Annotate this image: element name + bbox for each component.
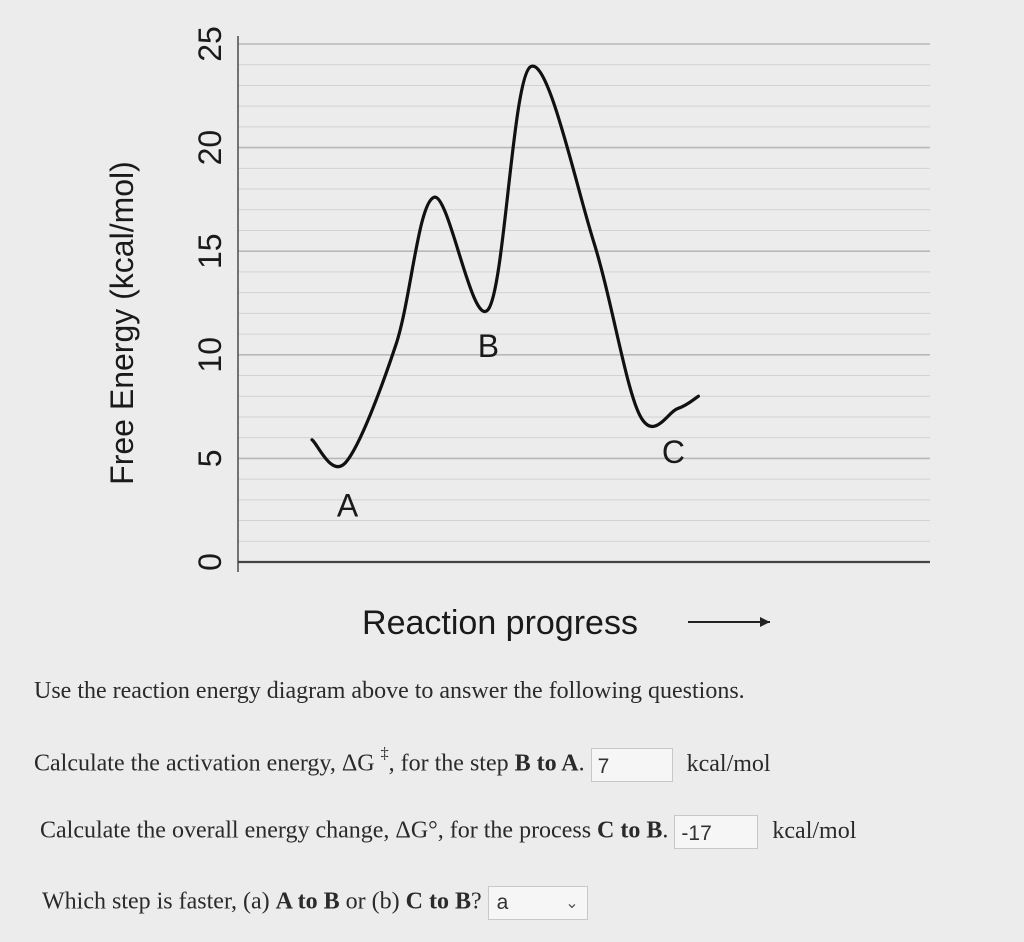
q3-or: or (b) bbox=[345, 888, 400, 915]
question-2: Calculate the overall energy change, ΔG°… bbox=[40, 815, 856, 849]
point-label-c: C bbox=[662, 434, 685, 470]
point-label-a: A bbox=[337, 488, 359, 524]
q1-dagger: ‡ bbox=[380, 744, 389, 762]
chevron-down-icon: ⌄ bbox=[565, 895, 579, 912]
y-tick-label: 25 bbox=[192, 26, 228, 62]
q1-mid: , for the step bbox=[388, 750, 509, 777]
q2-step: C to B bbox=[597, 817, 663, 844]
q2-suffix: . bbox=[662, 817, 669, 844]
question-3: Which step is faster, (a) A to B or (b) … bbox=[42, 886, 588, 920]
q1-step: B to A bbox=[514, 750, 579, 777]
y-tick-label: 5 bbox=[192, 450, 228, 468]
q1-suffix: . bbox=[578, 750, 585, 777]
y-tick-label: 10 bbox=[192, 337, 228, 373]
q1-answer-input[interactable]: 7 bbox=[590, 748, 673, 782]
energy-diagram-svg: 0 5 10 15 20 25 Free Energy (kcal/mol) Reaction… bbox=[104, 26, 930, 642]
y-tick-label: 20 bbox=[192, 130, 228, 166]
y-axis-label: Free Energy (kcal/mol) bbox=[104, 161, 140, 485]
q1-unit: kcal/mol bbox=[686, 750, 771, 777]
q3-selected-value: a bbox=[496, 891, 509, 914]
energy-curve bbox=[310, 64, 700, 469]
q3-answer-select[interactable]: a ⌄ bbox=[487, 886, 588, 920]
q2-answer-input[interactable]: -17 bbox=[674, 815, 759, 849]
q1-prefix: Calculate the activation energy, ΔG bbox=[34, 750, 375, 777]
q2-unit: kcal/mol bbox=[772, 817, 857, 844]
y-tick-label: 0 bbox=[192, 553, 228, 571]
q3-option-b: C to B bbox=[405, 888, 471, 915]
q2-prefix: Calculate the overall energy change, ΔG°… bbox=[40, 817, 592, 844]
question-1: Calculate the activation energy, ΔG ‡, f… bbox=[34, 744, 771, 782]
q3-prefix: Which step is faster, (a) bbox=[42, 888, 270, 915]
y-tick-label: 15 bbox=[192, 233, 228, 269]
intro-text: Use the reaction energy diagram above to… bbox=[34, 678, 745, 704]
energy-diagram: 0 5 10 15 20 25 Free Energy (kcal/mol) Reaction… bbox=[104, 26, 930, 642]
x-axis-arrow-head bbox=[760, 617, 770, 627]
x-axis-label: Reaction progress bbox=[362, 604, 638, 642]
q3-suffix: ? bbox=[470, 888, 482, 915]
q3-option-a: A to B bbox=[275, 888, 340, 915]
point-label-b: B bbox=[478, 328, 499, 364]
